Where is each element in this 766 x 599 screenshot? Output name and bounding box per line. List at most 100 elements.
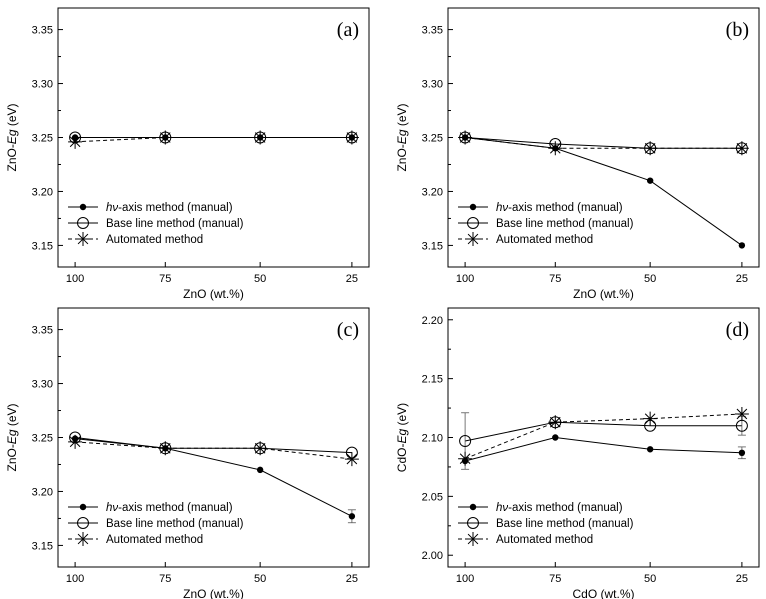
x-tick-label: 75 [549, 273, 561, 285]
y-axis-label: ZnO-Eg (eV) [5, 103, 19, 171]
data-point [345, 131, 358, 144]
legend: hν-axis method (manual) Base line method … [68, 502, 244, 546]
data-point [735, 419, 748, 432]
y-axis-label: CdO-Eg (eV) [395, 403, 409, 472]
y-tick-label: 3.35 [32, 325, 53, 337]
data-point [76, 232, 90, 246]
x-tick-label: 25 [346, 573, 358, 585]
y-tick-label: 2.05 [422, 491, 443, 503]
y-axis-label-symbol: Eg [5, 129, 19, 144]
data-point [256, 466, 264, 474]
data-point [79, 503, 87, 511]
data-point [735, 142, 748, 155]
data-point [549, 416, 562, 429]
legend-entry-label: hν-axis method (manual) [496, 202, 623, 214]
y-axis-label-prefix: ZnO- [5, 144, 19, 171]
x-tick-label: 100 [456, 573, 474, 585]
y-tick-label: 3.25 [422, 133, 443, 145]
x-axis-label: ZnO (wt.%) [573, 287, 634, 301]
series-line [465, 137, 742, 149]
y-tick-label: 3.30 [32, 379, 53, 391]
y-tick-label: 2.15 [422, 374, 443, 386]
data-point [254, 442, 267, 455]
legend-entry-label: Base line method (manual) [496, 518, 634, 530]
x-tick-label: 50 [644, 573, 656, 585]
data-point [256, 134, 264, 141]
x-tick-label: 50 [254, 573, 266, 585]
x-tick-label: 100 [66, 273, 84, 285]
data-point [461, 457, 469, 465]
data-point [459, 131, 472, 144]
legend-entry-label: Automated method [106, 234, 203, 246]
y-axis-label-symbol: Eg [5, 429, 19, 444]
y-axis-label: ZnO-Eg (eV) [5, 403, 19, 471]
y-axis-label-unit: (eV) [395, 403, 409, 429]
y-tick-label: 2.20 [422, 315, 443, 327]
data-point [253, 441, 268, 456]
panel-label: (b) [726, 19, 749, 41]
y-axis-label-prefix: CdO- [395, 444, 409, 473]
chart-panel: 3.15 3.20 3.25 3.30 3.35 100 75 50 25 ZnO (wt.%) Z… [5, 7, 370, 301]
y-tick-label: 2.10 [422, 433, 443, 445]
data-point [77, 517, 89, 529]
y-tick-label: 3.35 [32, 25, 53, 37]
y-tick-label: 3.15 [32, 240, 53, 252]
legend: hν-axis method (manual) Base line method … [458, 202, 634, 246]
y-axis-label-symbol: Eg [395, 429, 409, 444]
data-point [68, 134, 83, 149]
y-tick-label: 3.35 [422, 25, 443, 37]
data-point [68, 434, 83, 449]
data-point [469, 503, 477, 511]
series-line [464, 413, 742, 460]
data-point [348, 513, 356, 520]
data-point [466, 232, 480, 246]
legend-text-rest: -axis method (manual) [118, 202, 233, 214]
data-point [162, 445, 169, 452]
data-point [734, 141, 749, 156]
data-point [79, 203, 87, 211]
legend-symbol: hν [106, 202, 118, 214]
y-tick-label: 3.15 [422, 240, 443, 252]
legend-entry-label: hν-axis method (manual) [496, 502, 623, 514]
series-line [465, 137, 743, 246]
y-tick-label: 3.20 [422, 186, 443, 198]
data-point [644, 419, 657, 432]
data-point [254, 131, 267, 144]
y-axis-label-unit: (eV) [5, 403, 19, 429]
legend-entry-label: hν-axis method (manual) [106, 502, 233, 514]
y-tick-label: 2.00 [422, 550, 443, 562]
legend-text-rest: -axis method (manual) [508, 202, 623, 214]
y-tick-label: 3.30 [422, 79, 443, 91]
y-axis-label: ZnO-Eg (eV) [395, 103, 409, 171]
legend: hν-axis method (manual) Base line method … [458, 502, 634, 546]
legend-entry-label: hν-axis method (manual) [106, 202, 233, 214]
x-axis-label: ZnO (wt.%) [183, 587, 244, 599]
data-point [344, 452, 359, 467]
x-tick-label: 25 [346, 273, 358, 285]
y-tick-label: 3.20 [32, 486, 53, 498]
y-axis-label-prefix: ZnO- [395, 144, 409, 171]
series-line [75, 137, 352, 143]
data-point [646, 446, 654, 453]
data-point [738, 449, 746, 457]
legend-text-rest: -axis method (manual) [508, 502, 623, 514]
legend-symbol: hν [106, 502, 118, 514]
y-tick-label: 3.15 [32, 540, 53, 552]
panel-label: (a) [337, 19, 359, 41]
y-tick-label: 3.25 [32, 133, 53, 145]
y-axis-label-prefix: ZnO- [5, 444, 19, 471]
series-line [465, 421, 742, 442]
legend-symbol: hν [496, 502, 508, 514]
y-axis-label-symbol: Eg [395, 129, 409, 144]
data-point [459, 435, 472, 448]
data-point [469, 203, 477, 211]
data-point [467, 517, 479, 529]
x-tick-label: 100 [456, 273, 474, 285]
data-point [734, 406, 749, 421]
chart-panel: 2.00 2.05 2.10 2.15 2.20 100 75 50 25 CdO (wt.%) C… [395, 307, 760, 599]
series-line [464, 436, 742, 462]
data-point [69, 431, 82, 444]
legend-entry-label: Automated method [106, 534, 203, 546]
data-point [461, 134, 469, 141]
